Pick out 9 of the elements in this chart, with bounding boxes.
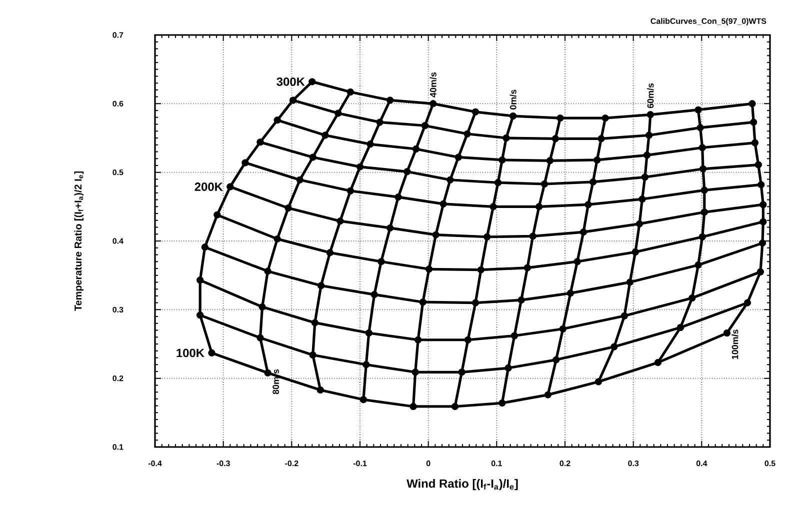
annotation: 0m/s bbox=[510, 90, 516, 110]
annotation: 60m/s bbox=[647, 83, 654, 108]
annotation: 300K bbox=[276, 77, 305, 86]
annotation: 100K bbox=[176, 348, 204, 358]
x-axis-title: Wind Ratio [(I$_{f}$-I$_{a}$)/I$_{e}$] bbox=[406, 479, 518, 490]
annotation: 100m/s bbox=[732, 330, 738, 360]
y-axis-title: Temperature Ratio [(I$_{f}$+I$_{a}$)/2 I$_{e}$] bbox=[74, 172, 84, 311]
annotation: 200K bbox=[194, 182, 223, 191]
annotation: 40m/s bbox=[430, 72, 436, 98]
